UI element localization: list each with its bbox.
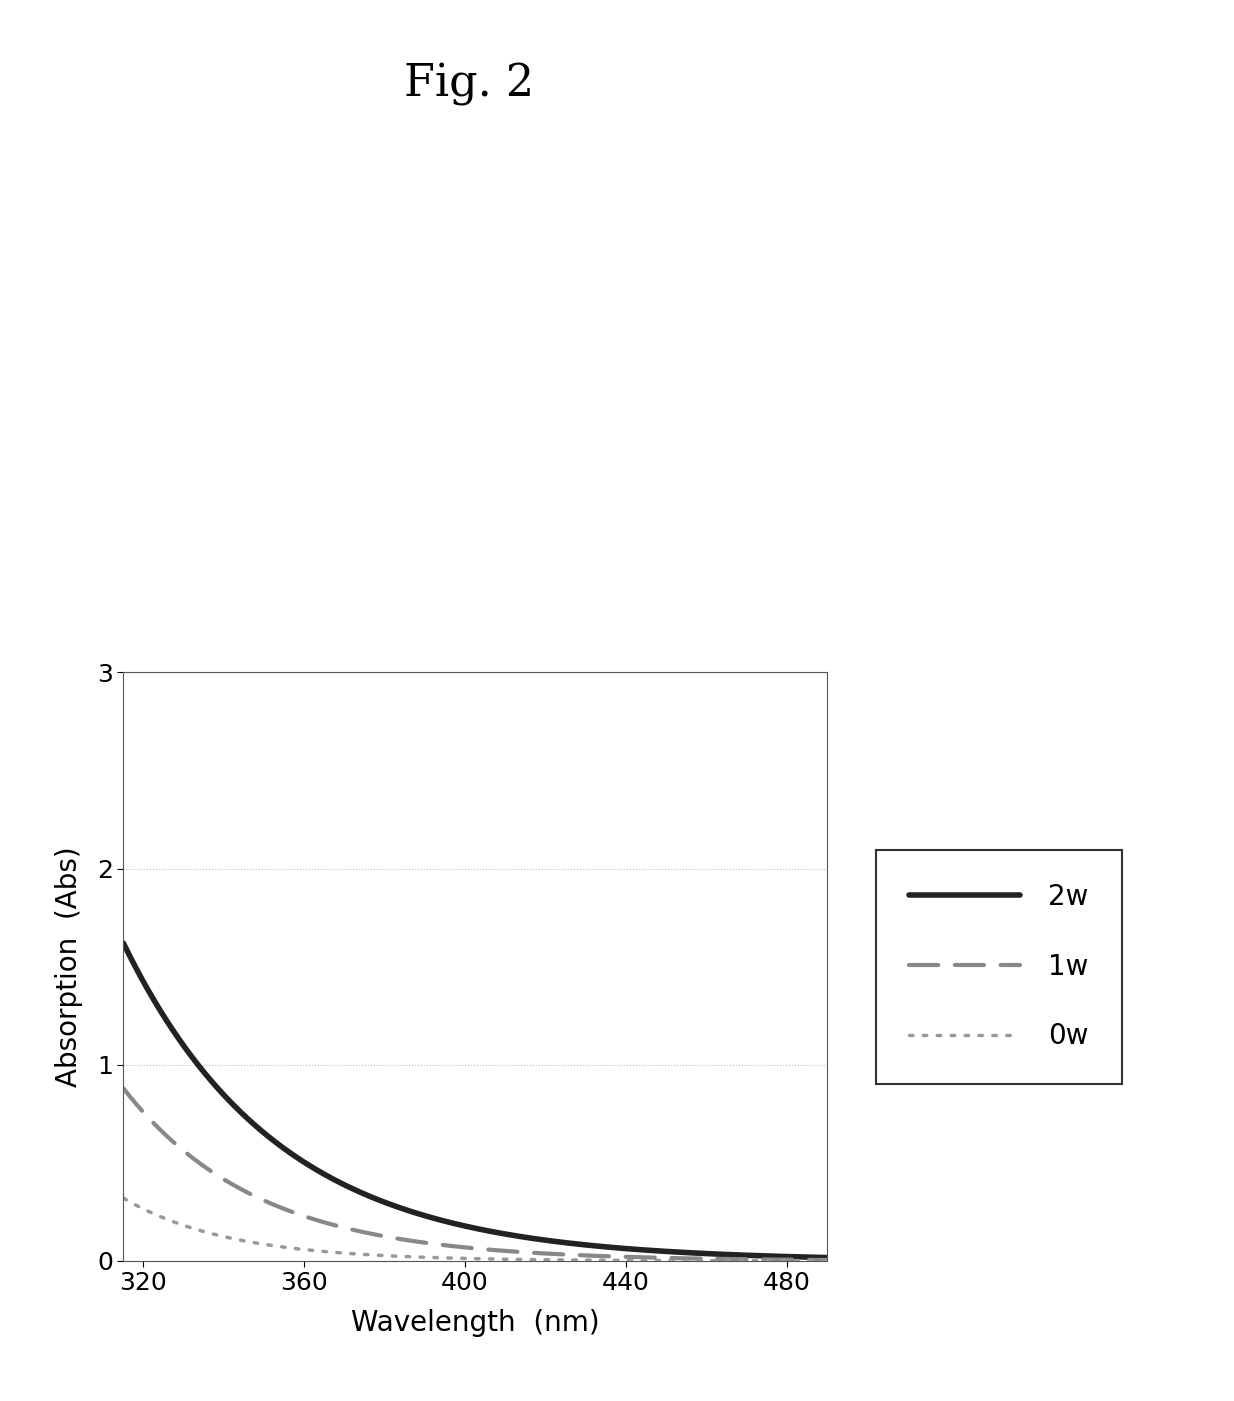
- 1w: [543, 1245, 558, 1262]
- 0w: [543, 1251, 558, 1268]
- 2w: [649, 1243, 664, 1259]
- 1w: [564, 1247, 579, 1264]
- Line: 0w: 0w: [123, 1198, 827, 1261]
- 2w: [543, 1233, 558, 1250]
- Y-axis label: Absorption  (Abs): Absorption (Abs): [56, 846, 83, 1087]
- 2w: [722, 1245, 737, 1262]
- X-axis label: Wavelength  (nm): Wavelength (nm): [350, 1309, 600, 1337]
- 0w: [649, 1252, 664, 1269]
- 2w: [159, 1012, 174, 1028]
- 0w: [524, 1251, 539, 1268]
- 1w: [722, 1251, 737, 1268]
- Legend: 2w, 1w, 0w: 2w, 1w, 0w: [876, 849, 1122, 1084]
- 2w: [564, 1236, 579, 1252]
- 1w: [116, 1080, 131, 1097]
- 0w: [722, 1252, 737, 1269]
- 0w: [116, 1189, 131, 1206]
- 1w: [524, 1244, 539, 1261]
- 2w: [524, 1230, 539, 1247]
- 2w: [819, 1250, 834, 1267]
- 1w: [159, 1128, 174, 1145]
- 0w: [159, 1210, 174, 1227]
- 0w: [819, 1252, 834, 1269]
- 1w: [819, 1251, 834, 1268]
- 1w: [649, 1250, 664, 1267]
- Line: 2w: 2w: [123, 943, 827, 1258]
- 0w: [564, 1251, 579, 1268]
- 2w: [116, 934, 131, 951]
- Text: Fig. 2: Fig. 2: [404, 63, 534, 105]
- Line: 1w: 1w: [123, 1089, 827, 1259]
